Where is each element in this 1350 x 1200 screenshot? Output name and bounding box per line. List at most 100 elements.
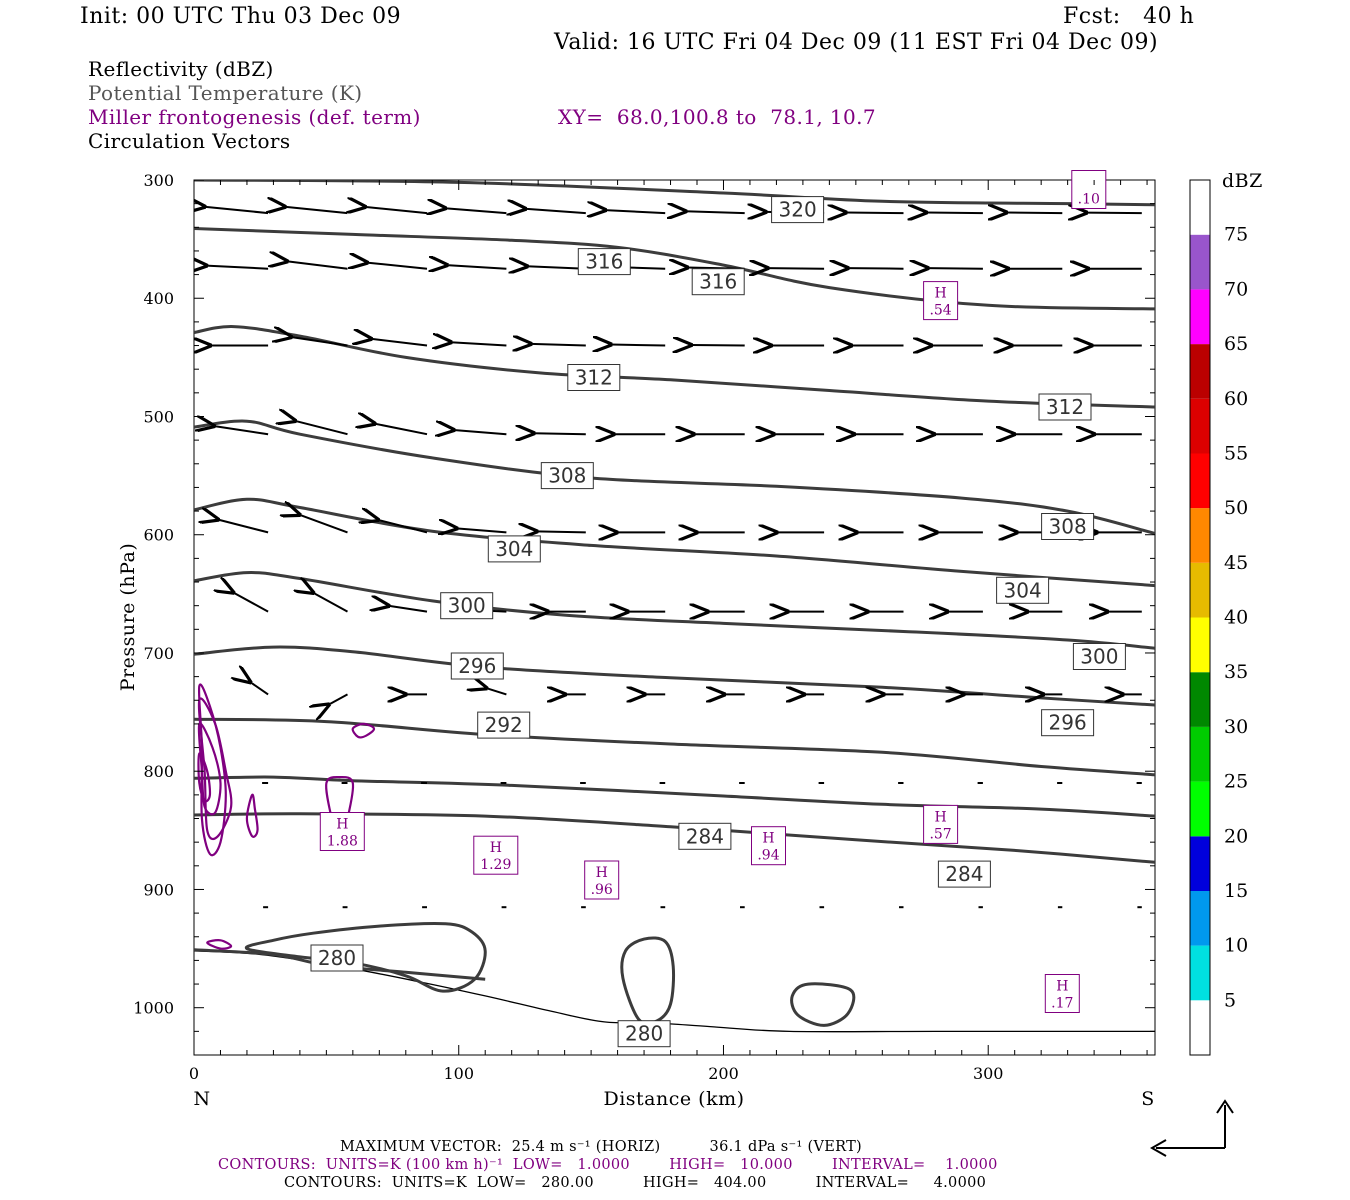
y-tick-label: 600 <box>143 526 174 545</box>
svg-text:.10: .10 <box>1078 192 1100 208</box>
theta-contour-320 <box>194 180 1155 207</box>
circulation-vector <box>287 261 348 270</box>
frontogenesis-contour <box>245 793 259 838</box>
frontogenesis-contour <box>197 697 233 841</box>
svg-text:H: H <box>762 831 774 847</box>
circulation-vector <box>295 421 348 436</box>
y-tick-label: 900 <box>143 880 174 899</box>
theta-label-292: 292 <box>477 711 531 739</box>
circulation-vector <box>313 593 348 613</box>
svg-text:.54: .54 <box>929 303 951 319</box>
colorbar-swatch <box>1190 781 1210 837</box>
theta-label-304: 304 <box>996 576 1050 604</box>
svg-text:300: 300 <box>1080 645 1118 669</box>
circulation-vector <box>204 207 269 213</box>
vectors-layer <box>204 207 1142 909</box>
theta-contour-288 <box>194 775 1155 818</box>
svg-text:316: 316 <box>585 250 623 274</box>
front-maximum-label: H1.29 <box>473 835 519 875</box>
theta-contour-284 <box>194 812 1155 864</box>
front-maximum-label: H1.88 <box>319 812 365 851</box>
theta-contour-292 <box>194 717 1155 777</box>
front-maximum-label: H.17 <box>1044 974 1080 1013</box>
circulation-vector <box>367 263 428 269</box>
colorbar-label: 45 <box>1224 552 1248 574</box>
circulation-vector <box>486 688 507 696</box>
svg-text:H: H <box>934 809 946 825</box>
y-tick-label: 1000 <box>133 999 174 1018</box>
theta-label-296: 296 <box>450 652 504 680</box>
colorbar-swatch <box>1190 836 1210 891</box>
svg-text:284: 284 <box>945 862 983 886</box>
svg-text:312: 312 <box>1046 395 1084 419</box>
colorbar-swatch <box>1190 562 1210 618</box>
x-right-label: S <box>1141 1088 1155 1110</box>
theta-label-300: 300 <box>440 592 494 620</box>
colorbar: 5 10 15 20 25 30 35 40 45 50 55 60 65 70 75 <box>1189 179 1248 1056</box>
y-tick-label: 800 <box>143 762 174 781</box>
y-tick-label: 400 <box>143 289 174 308</box>
circulation-vector <box>218 520 269 534</box>
front-maximum-label: H.94 <box>751 826 786 866</box>
theta-label-284: 284 <box>678 822 732 850</box>
x-left-label: N <box>193 1088 210 1110</box>
svg-text:H: H <box>490 840 502 856</box>
colorbar-label: 15 <box>1224 880 1248 902</box>
y-tick-label: 300 <box>143 171 174 190</box>
theta-contour-312 <box>194 325 1155 409</box>
theta-label-312: 312 <box>567 364 621 391</box>
svg-text:304: 304 <box>1004 578 1042 602</box>
circulation-vector <box>525 209 586 213</box>
frontogenesis-contour <box>351 722 376 739</box>
theta-label-316: 316 <box>691 268 745 296</box>
circulation-vector <box>233 592 269 613</box>
frontogenesis-contour <box>206 939 233 950</box>
theta-label-308: 308 <box>540 462 594 490</box>
circulation-vector <box>388 606 428 612</box>
theta-closed-contour-280 <box>790 982 856 1027</box>
svg-text:.17: .17 <box>1051 996 1073 1012</box>
front-maxima-layer: H1.88 H1.29 H.96H.94H.57H.54H.17.10 <box>319 170 1107 1013</box>
circulation-vector <box>214 426 269 436</box>
svg-text:H: H <box>934 286 946 302</box>
svg-text:284: 284 <box>686 824 724 848</box>
colorbar-label: 20 <box>1224 825 1248 847</box>
colorbar-swatch <box>1190 453 1210 509</box>
svg-text:H: H <box>336 817 348 833</box>
y-axis-title: Pressure (hPa) <box>117 543 139 692</box>
colorbar-label: 65 <box>1224 333 1248 355</box>
circulation-vector <box>456 528 507 532</box>
footer-contours-theta: CONTOURS: UNITS=K LOW= 280.00 HIGH= 404.… <box>284 1175 987 1191</box>
colorbar-frame <box>1189 179 1211 1056</box>
svg-text:280: 280 <box>625 1022 663 1046</box>
svg-text:H: H <box>1056 979 1068 995</box>
circulation-vector <box>365 207 428 213</box>
theta-label-316: 316 <box>577 248 631 276</box>
field-theta: Potential Temperature (K) <box>88 81 363 105</box>
circulation-vector <box>536 531 586 532</box>
colorbar-label: 25 <box>1224 771 1248 793</box>
x-axis-title: Distance (km) <box>603 1088 744 1110</box>
colorbar-label: 30 <box>1224 716 1248 738</box>
svg-text:320: 320 <box>779 198 817 222</box>
theta-label-304: 304 <box>487 535 541 563</box>
circulation-vector <box>378 520 428 534</box>
field-miller: Miller frontogenesis (def. term) <box>88 105 421 129</box>
colorbar-title: dBZ <box>1222 170 1263 192</box>
circulation-vector <box>605 210 666 213</box>
field-reflectivity: Reflectivity (dBZ) <box>88 57 274 81</box>
frontogenesis-layer <box>197 683 376 950</box>
forecast-hour: Fcst: 40 h <box>1063 4 1195 29</box>
svg-text:316: 316 <box>699 270 737 294</box>
svg-text:.57: .57 <box>929 826 951 842</box>
valid-time: Valid: 16 UTC Fri 04 Dec 09 (11 EST Fri … <box>554 30 1159 55</box>
colorbar-swatch <box>1190 1000 1210 1055</box>
colorbar-label: 35 <box>1224 661 1248 683</box>
svg-text:296: 296 <box>1049 711 1087 735</box>
svg-text:312: 312 <box>575 366 613 390</box>
circulation-vector <box>250 682 269 696</box>
circulation-vector <box>329 693 348 704</box>
colorbar-label: 55 <box>1224 442 1248 464</box>
circulation-vector <box>611 345 666 346</box>
